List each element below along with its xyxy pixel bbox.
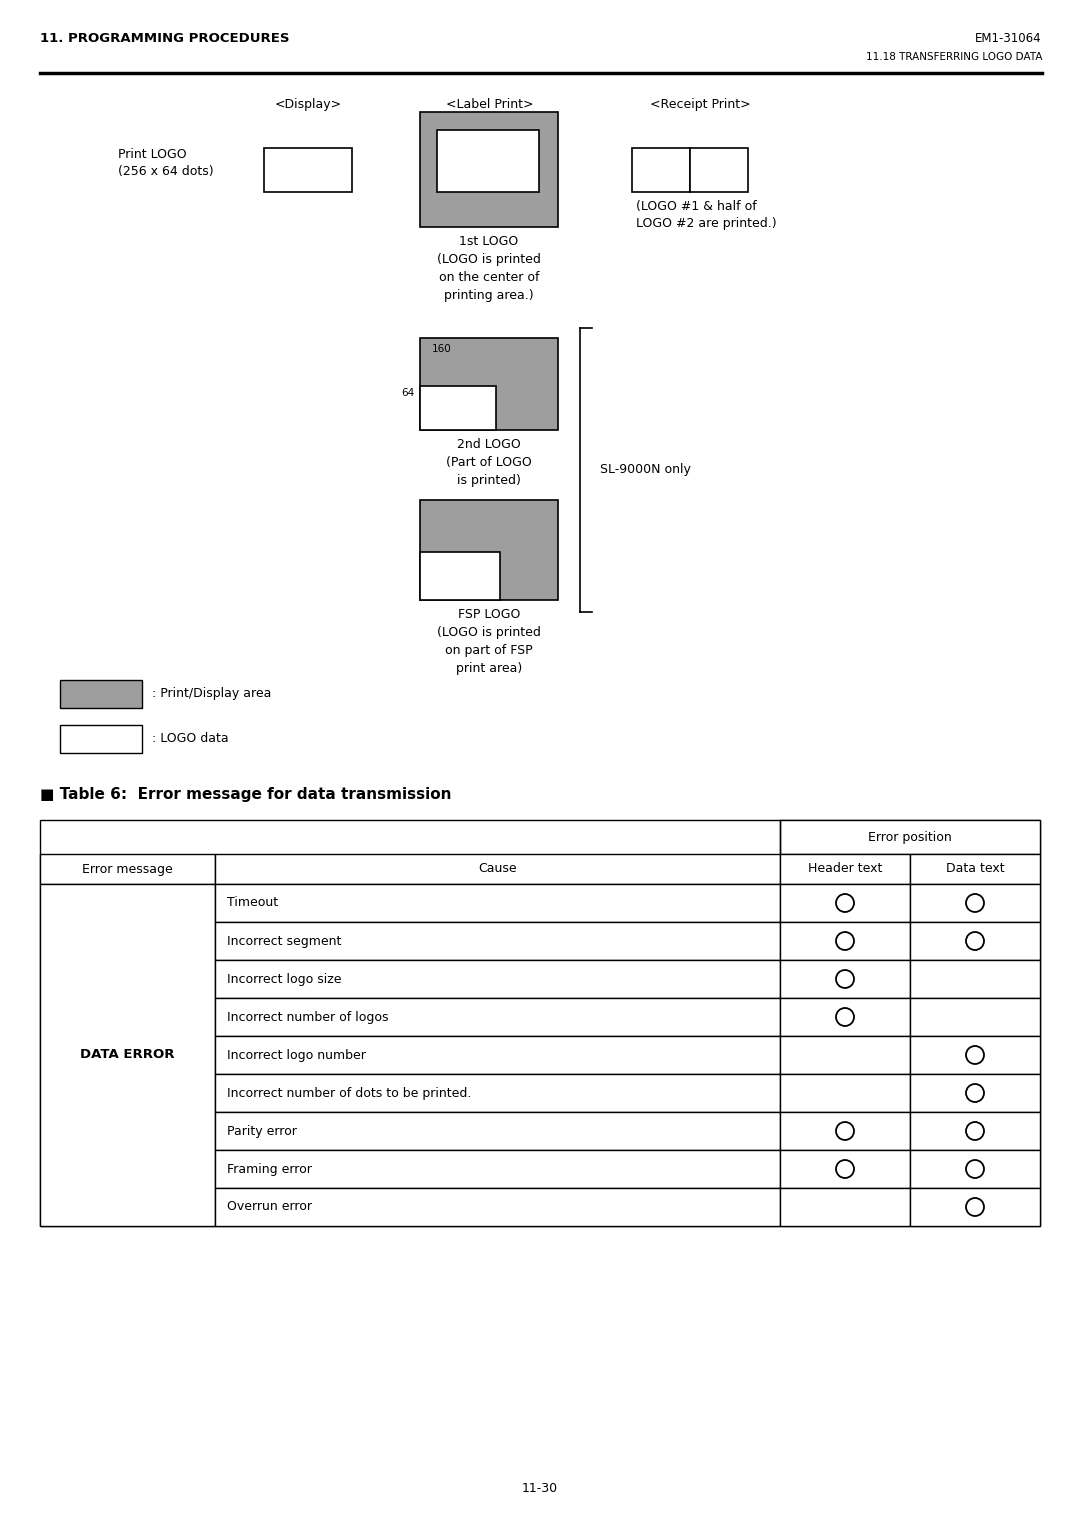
Bar: [215, 923, 780, 961]
Bar: [215, 1112, 780, 1150]
Text: 11. PROGRAMMING PROCEDURES: 11. PROGRAMMING PROCEDURES: [40, 32, 289, 46]
Bar: [215, 961, 780, 997]
Bar: [215, 1035, 780, 1074]
Bar: [215, 884, 780, 923]
Bar: [215, 854, 780, 884]
Text: EM1-31064: EM1-31064: [975, 32, 1042, 46]
Text: Print LOGO
(256 x 64 dots): Print LOGO (256 x 64 dots): [118, 148, 214, 178]
Bar: [60, 724, 141, 753]
Bar: [780, 1074, 910, 1112]
Bar: [780, 1188, 910, 1226]
Bar: [910, 1074, 1040, 1112]
Bar: [40, 884, 215, 1226]
Text: Incorrect logo size: Incorrect logo size: [227, 973, 341, 985]
Bar: [780, 997, 910, 1035]
Bar: [420, 111, 558, 227]
Text: FSP LOGO
(LOGO is printed
on part of FSP
print area): FSP LOGO (LOGO is printed on part of FSP…: [437, 608, 541, 676]
Text: Incorrect logo number: Incorrect logo number: [227, 1049, 366, 1061]
Text: 2nd LOGO
(Part of LOGO
is printed): 2nd LOGO (Part of LOGO is printed): [446, 438, 531, 486]
Text: Data text: Data text: [946, 863, 1004, 875]
Text: 64: 64: [402, 387, 415, 398]
Bar: [40, 854, 215, 884]
Bar: [215, 1074, 780, 1112]
Bar: [215, 1188, 780, 1226]
Text: Incorrect number of dots to be printed.: Incorrect number of dots to be printed.: [227, 1086, 471, 1100]
Bar: [420, 386, 496, 430]
Bar: [910, 1188, 1040, 1226]
Text: Header text: Header text: [808, 863, 882, 875]
Text: : Print/Display area: : Print/Display area: [152, 688, 271, 700]
Bar: [910, 961, 1040, 997]
Bar: [420, 552, 500, 599]
Text: ■ Table 6:  Error message for data transmission: ■ Table 6: Error message for data transm…: [40, 787, 451, 802]
Text: 160: 160: [432, 345, 451, 354]
Text: DATA ERROR: DATA ERROR: [80, 1049, 175, 1061]
Text: Timeout: Timeout: [227, 897, 279, 909]
Bar: [780, 923, 910, 961]
Bar: [40, 820, 1040, 1226]
Text: <Display>: <Display>: [274, 98, 341, 111]
Bar: [437, 130, 539, 192]
Text: (LOGO #1 & half of
LOGO #2 are printed.): (LOGO #1 & half of LOGO #2 are printed.): [636, 200, 777, 230]
Bar: [60, 680, 141, 708]
Text: Framing error: Framing error: [227, 1162, 312, 1176]
Bar: [910, 1150, 1040, 1188]
Bar: [215, 997, 780, 1035]
Bar: [780, 1150, 910, 1188]
Bar: [264, 148, 352, 192]
Bar: [780, 884, 910, 923]
Bar: [780, 961, 910, 997]
Bar: [780, 1112, 910, 1150]
Text: Error position: Error position: [868, 831, 951, 843]
Text: Incorrect segment: Incorrect segment: [227, 935, 341, 947]
Bar: [420, 339, 558, 430]
Text: Error message: Error message: [82, 863, 173, 875]
Bar: [780, 1035, 910, 1074]
Text: SL-9000N only: SL-9000N only: [600, 464, 691, 476]
Bar: [910, 854, 1040, 884]
Text: Cause: Cause: [478, 863, 517, 875]
Bar: [632, 148, 690, 192]
Text: Parity error: Parity error: [227, 1124, 297, 1138]
Bar: [910, 1112, 1040, 1150]
Bar: [215, 1150, 780, 1188]
Bar: [420, 500, 558, 599]
Bar: [910, 884, 1040, 923]
Text: <Receipt Print>: <Receipt Print>: [650, 98, 751, 111]
Text: Incorrect number of logos: Incorrect number of logos: [227, 1011, 389, 1023]
Bar: [780, 854, 910, 884]
Text: 1st LOGO
(LOGO is printed
on the center of
printing area.): 1st LOGO (LOGO is printed on the center …: [437, 235, 541, 302]
Text: Overrun error: Overrun error: [227, 1200, 312, 1214]
Bar: [910, 923, 1040, 961]
Bar: [910, 1035, 1040, 1074]
Text: 11-30: 11-30: [522, 1482, 558, 1494]
Bar: [780, 820, 1040, 854]
Text: 11.18 TRANSFERRING LOGO DATA: 11.18 TRANSFERRING LOGO DATA: [865, 52, 1042, 63]
Text: <Label Print>: <Label Print>: [446, 98, 534, 111]
Bar: [910, 997, 1040, 1035]
Text: : LOGO data: : LOGO data: [152, 732, 229, 746]
Bar: [690, 148, 748, 192]
